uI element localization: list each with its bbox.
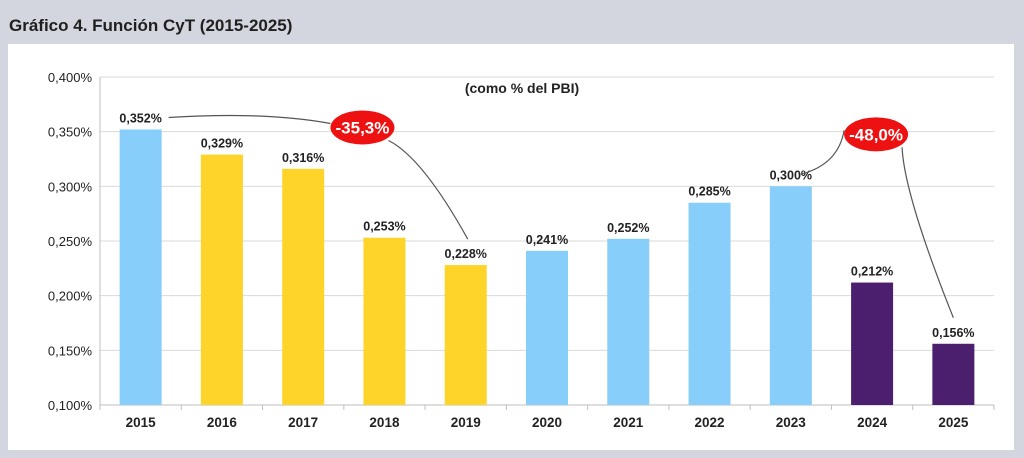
x-tick-label-2022: 2022 [695,415,725,430]
data-label-2022: 0,285% [688,185,730,199]
y-tick-label: 0,300% [48,179,93,194]
x-tick-label-2024: 2024 [857,415,888,430]
bar-2019 [444,265,487,405]
y-tick-label: 0,400% [48,70,93,85]
x-tick-label-2016: 2016 [207,415,238,430]
annotation-label: -48,0% [849,125,903,144]
data-label-2016: 0,329% [201,137,243,151]
y-tick-label: 0,200% [48,289,93,304]
data-label-2023: 0,300% [770,168,812,182]
data-label-2017: 0,316% [282,151,324,165]
x-tick-label-2025: 2025 [938,415,969,430]
bar-2021 [607,238,650,405]
annotation-badge [844,117,909,152]
annotation-label: -35,3% [336,118,390,137]
x-tick-label-2021: 2021 [613,415,644,430]
y-tick-label: 0,100% [48,398,93,413]
bar-2024 [851,282,894,405]
annotation-leader-start [800,130,845,175]
x-tick-label-2015: 2015 [126,415,157,430]
data-label-2024: 0,212% [851,265,893,279]
bar-chart: 0,100% 0,150% 0,200% 0,250% 0,300% 0,350% 0,40… [48,70,995,430]
bar-2020 [526,250,568,405]
bar-2023 [769,186,812,405]
page-title: Gráfico 4. Función CyT (2015-2025) [9,16,293,35]
bar-2017 [282,168,325,405]
bar-2016 [200,154,243,405]
y-tick-label: 0,350% [48,125,93,140]
header-bar: Gráfico 4. Función CyT (2015-2025) [0,0,1024,44]
x-tick-label-2018: 2018 [369,415,400,430]
x-tick-label-2023: 2023 [776,415,807,430]
x-tick-label-2020: 2020 [532,415,562,430]
data-label-2020: 0,241% [526,233,568,247]
annotation-leader-end [901,147,954,318]
data-label-2025: 0,156% [932,326,974,340]
data-label-2019: 0,228% [445,247,487,261]
y-tick-label: 0,250% [48,234,93,249]
data-label-2018: 0,253% [363,220,405,234]
bar-2025 [932,343,975,405]
bar-2015 [119,129,162,405]
chart-panel: 0,100% 0,150% 0,200% 0,250% 0,300% 0,350% 0,40… [8,44,1014,450]
annotation-leader-start [168,114,331,125]
x-tick-label-2017: 2017 [288,415,318,430]
x-tick-label-2019: 2019 [451,415,481,430]
chart-subtitle: (como % del PBI) [465,80,579,96]
bar-2022 [688,202,731,405]
y-tick-label: 0,150% [48,343,93,358]
data-label-2015: 0,352% [119,111,161,125]
bar-2018 [363,237,406,405]
data-label-2021: 0,252% [607,221,649,235]
annotation-badge [330,110,395,145]
annotation-leader-end [388,139,469,240]
